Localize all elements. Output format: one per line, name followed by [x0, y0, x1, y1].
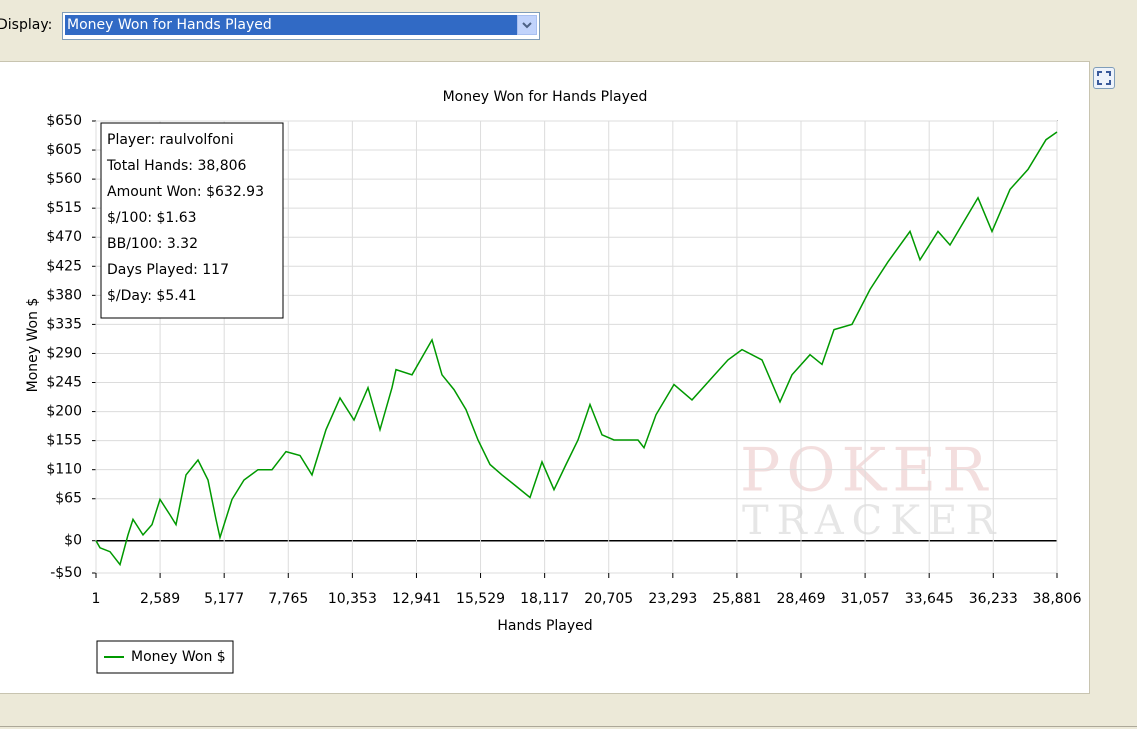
x-tick-label: 1: [92, 591, 101, 607]
info-line: Total Hands: 38,806: [106, 158, 247, 174]
dropdown-button[interactable]: [517, 15, 537, 35]
info-line: Days Played: 117: [107, 262, 229, 278]
info-line: Amount Won: $632.93: [107, 184, 264, 200]
x-tick-label: 33,645: [905, 591, 954, 607]
y-tick-label: $650: [46, 113, 82, 129]
y-tick-label: $380: [46, 287, 82, 303]
y-tick-label: $515: [46, 200, 82, 216]
x-tick-label: 36,233: [969, 591, 1018, 607]
y-tick-label: $290: [46, 345, 82, 361]
watermark-line: POKER: [740, 436, 993, 506]
legend-label: Money Won $: [131, 649, 226, 665]
legend: Money Won $: [96, 640, 234, 674]
expand-button[interactable]: [1093, 67, 1115, 89]
watermark-line: TRACKER: [742, 498, 1004, 544]
info-box-frame: [100, 122, 284, 319]
y-tick-label: $560: [46, 171, 82, 187]
y-tick-label: -$50: [50, 565, 82, 581]
x-tick-label: 31,057: [841, 591, 890, 607]
display-label: Display:: [0, 17, 53, 33]
info-line: BB/100: 3.32: [107, 236, 198, 252]
y-tick-label: $0: [64, 533, 82, 549]
x-tick-label: 20,705: [584, 591, 633, 607]
x-tick-label: 23,293: [648, 591, 697, 607]
display-dropdown[interactable]: Money Won for Hands Played: [62, 12, 540, 40]
info-line: $/100: $1.63: [107, 210, 197, 226]
y-tick-label: $200: [46, 404, 82, 420]
data-line: [95, 131, 1058, 567]
x-tick-label: 15,529: [456, 591, 505, 607]
dropdown-arrow: [522, 22, 532, 29]
x-tick-label: 12,941: [392, 591, 441, 607]
x-tick-label: 2,589: [140, 591, 180, 607]
info-line: Player: raulvolfoni: [107, 132, 234, 148]
y-tick-label: $110: [46, 462, 82, 478]
bottom-rule: [0, 726, 1137, 727]
dropdown-selection: Money Won for Hands Played: [65, 15, 517, 35]
x-tick-label: 28,469: [777, 591, 826, 607]
x-tick-label: 7,765: [268, 591, 308, 607]
x-tick-label: 38,806: [1033, 591, 1082, 607]
x-tick-label: 25,881: [712, 591, 761, 607]
y-tick-label: $155: [46, 433, 82, 449]
y-axis-label: Money Won $: [25, 298, 41, 393]
y-tick-label: $245: [46, 375, 82, 391]
chart-title: Money Won for Hands Played: [443, 89, 648, 105]
y-tick-label: $605: [46, 142, 82, 158]
y-tick-label: $335: [46, 316, 82, 332]
expand-icon: [1097, 71, 1111, 85]
x-tick-label: 5,177: [204, 591, 244, 607]
info-line: $/Day: $5.41: [107, 288, 197, 304]
x-tick-label: 10,353: [328, 591, 377, 607]
info-box: Player: raulvolfoni Total Hands: 38,806 Am…: [100, 122, 284, 319]
y-tick-label: $65: [55, 491, 82, 507]
x-tick-label: 18,117: [520, 591, 569, 607]
x-axis-label: Hands Played: [497, 618, 592, 634]
y-tick-label: $470: [46, 229, 82, 245]
y-tick-label: $425: [46, 258, 82, 274]
